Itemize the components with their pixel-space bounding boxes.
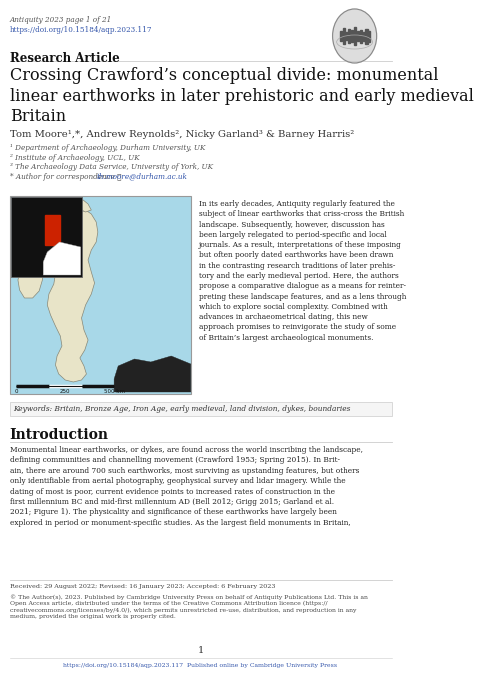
Polygon shape [73,200,91,212]
Bar [346,32,348,40]
FancyBboxPatch shape [10,196,191,394]
Bar [348,29,351,43]
Bar [354,27,356,45]
Text: 250: 250 [60,389,70,394]
Text: 1: 1 [197,646,204,655]
Bar [357,31,359,41]
Text: https://doi.org/10.15184/aqp.2023.117: https://doi.org/10.15184/aqp.2023.117 [10,26,152,34]
Bar [362,31,365,40]
Text: Introduction: Introduction [10,428,109,442]
Text: https://doi.org/10.15184/aqp.2023.117  Published online by Cambridge University : https://doi.org/10.15184/aqp.2023.117 Pu… [64,663,338,668]
Text: Monumental linear earthworks, or dykes, are found across the world inscribing th: Monumental linear earthworks, or dykes, … [10,446,363,527]
Text: In its early decades, Antiquity regularly featured the
subject of linear earthwo: In its early decades, Antiquity regularl… [199,200,406,342]
Text: th.moore@durham.ac.uk: th.moore@durham.ac.uk [97,172,188,181]
Text: Research Article: Research Article [10,52,119,65]
Text: Received: 29 August 2022; Revised: 16 January 2023; Accepted: 6 February 2023: Received: 29 August 2022; Revised: 16 Ja… [10,584,275,589]
Text: 500 km: 500 km [104,389,125,394]
Text: Keywords: Britain, Bronze Age, Iron Age, early medieval, land division, dykes, b: Keywords: Britain, Bronze Age, Iron Age,… [13,405,351,413]
Circle shape [333,9,377,63]
Text: 0: 0 [15,389,18,394]
Text: © The Author(s), 2023. Published by Cambridge University Press on behalf of Anti: © The Author(s), 2023. Published by Camb… [10,594,368,619]
FancyBboxPatch shape [10,402,392,416]
Bar [360,29,362,43]
Text: Tom Moore¹,*, Andrew Reynolds², Nicky Garland³ & Barney Harris²: Tom Moore¹,*, Andrew Reynolds², Nicky Ga… [10,130,354,139]
Text: ² Institute of Archaeology, UCL, UK: ² Institute of Archaeology, UCL, UK [10,153,140,162]
Text: Antiquity 2023 page 1 of 21: Antiquity 2023 page 1 of 21 [10,16,112,24]
Text: * Author for correspondence ✉: * Author for correspondence ✉ [10,172,124,181]
Bar [343,28,345,44]
Bar [368,31,370,42]
Bar [351,30,353,42]
Text: ³ The Archaeology Data Service, University of York, UK: ³ The Archaeology Data Service, Universi… [10,163,213,171]
Text: Crossing Crawford’s conceptual divide: monumental
linear earthworks in later pre: Crossing Crawford’s conceptual divide: m… [10,67,474,125]
Bar [340,31,342,41]
Polygon shape [18,256,44,298]
Text: ¹ Department of Archaeology, Durham University, UK: ¹ Department of Archaeology, Durham Univ… [10,144,205,152]
Bar [365,29,368,43]
FancyBboxPatch shape [10,197,82,277]
Polygon shape [47,210,98,382]
Bar [45,215,60,245]
Polygon shape [114,356,191,392]
Polygon shape [43,242,81,275]
